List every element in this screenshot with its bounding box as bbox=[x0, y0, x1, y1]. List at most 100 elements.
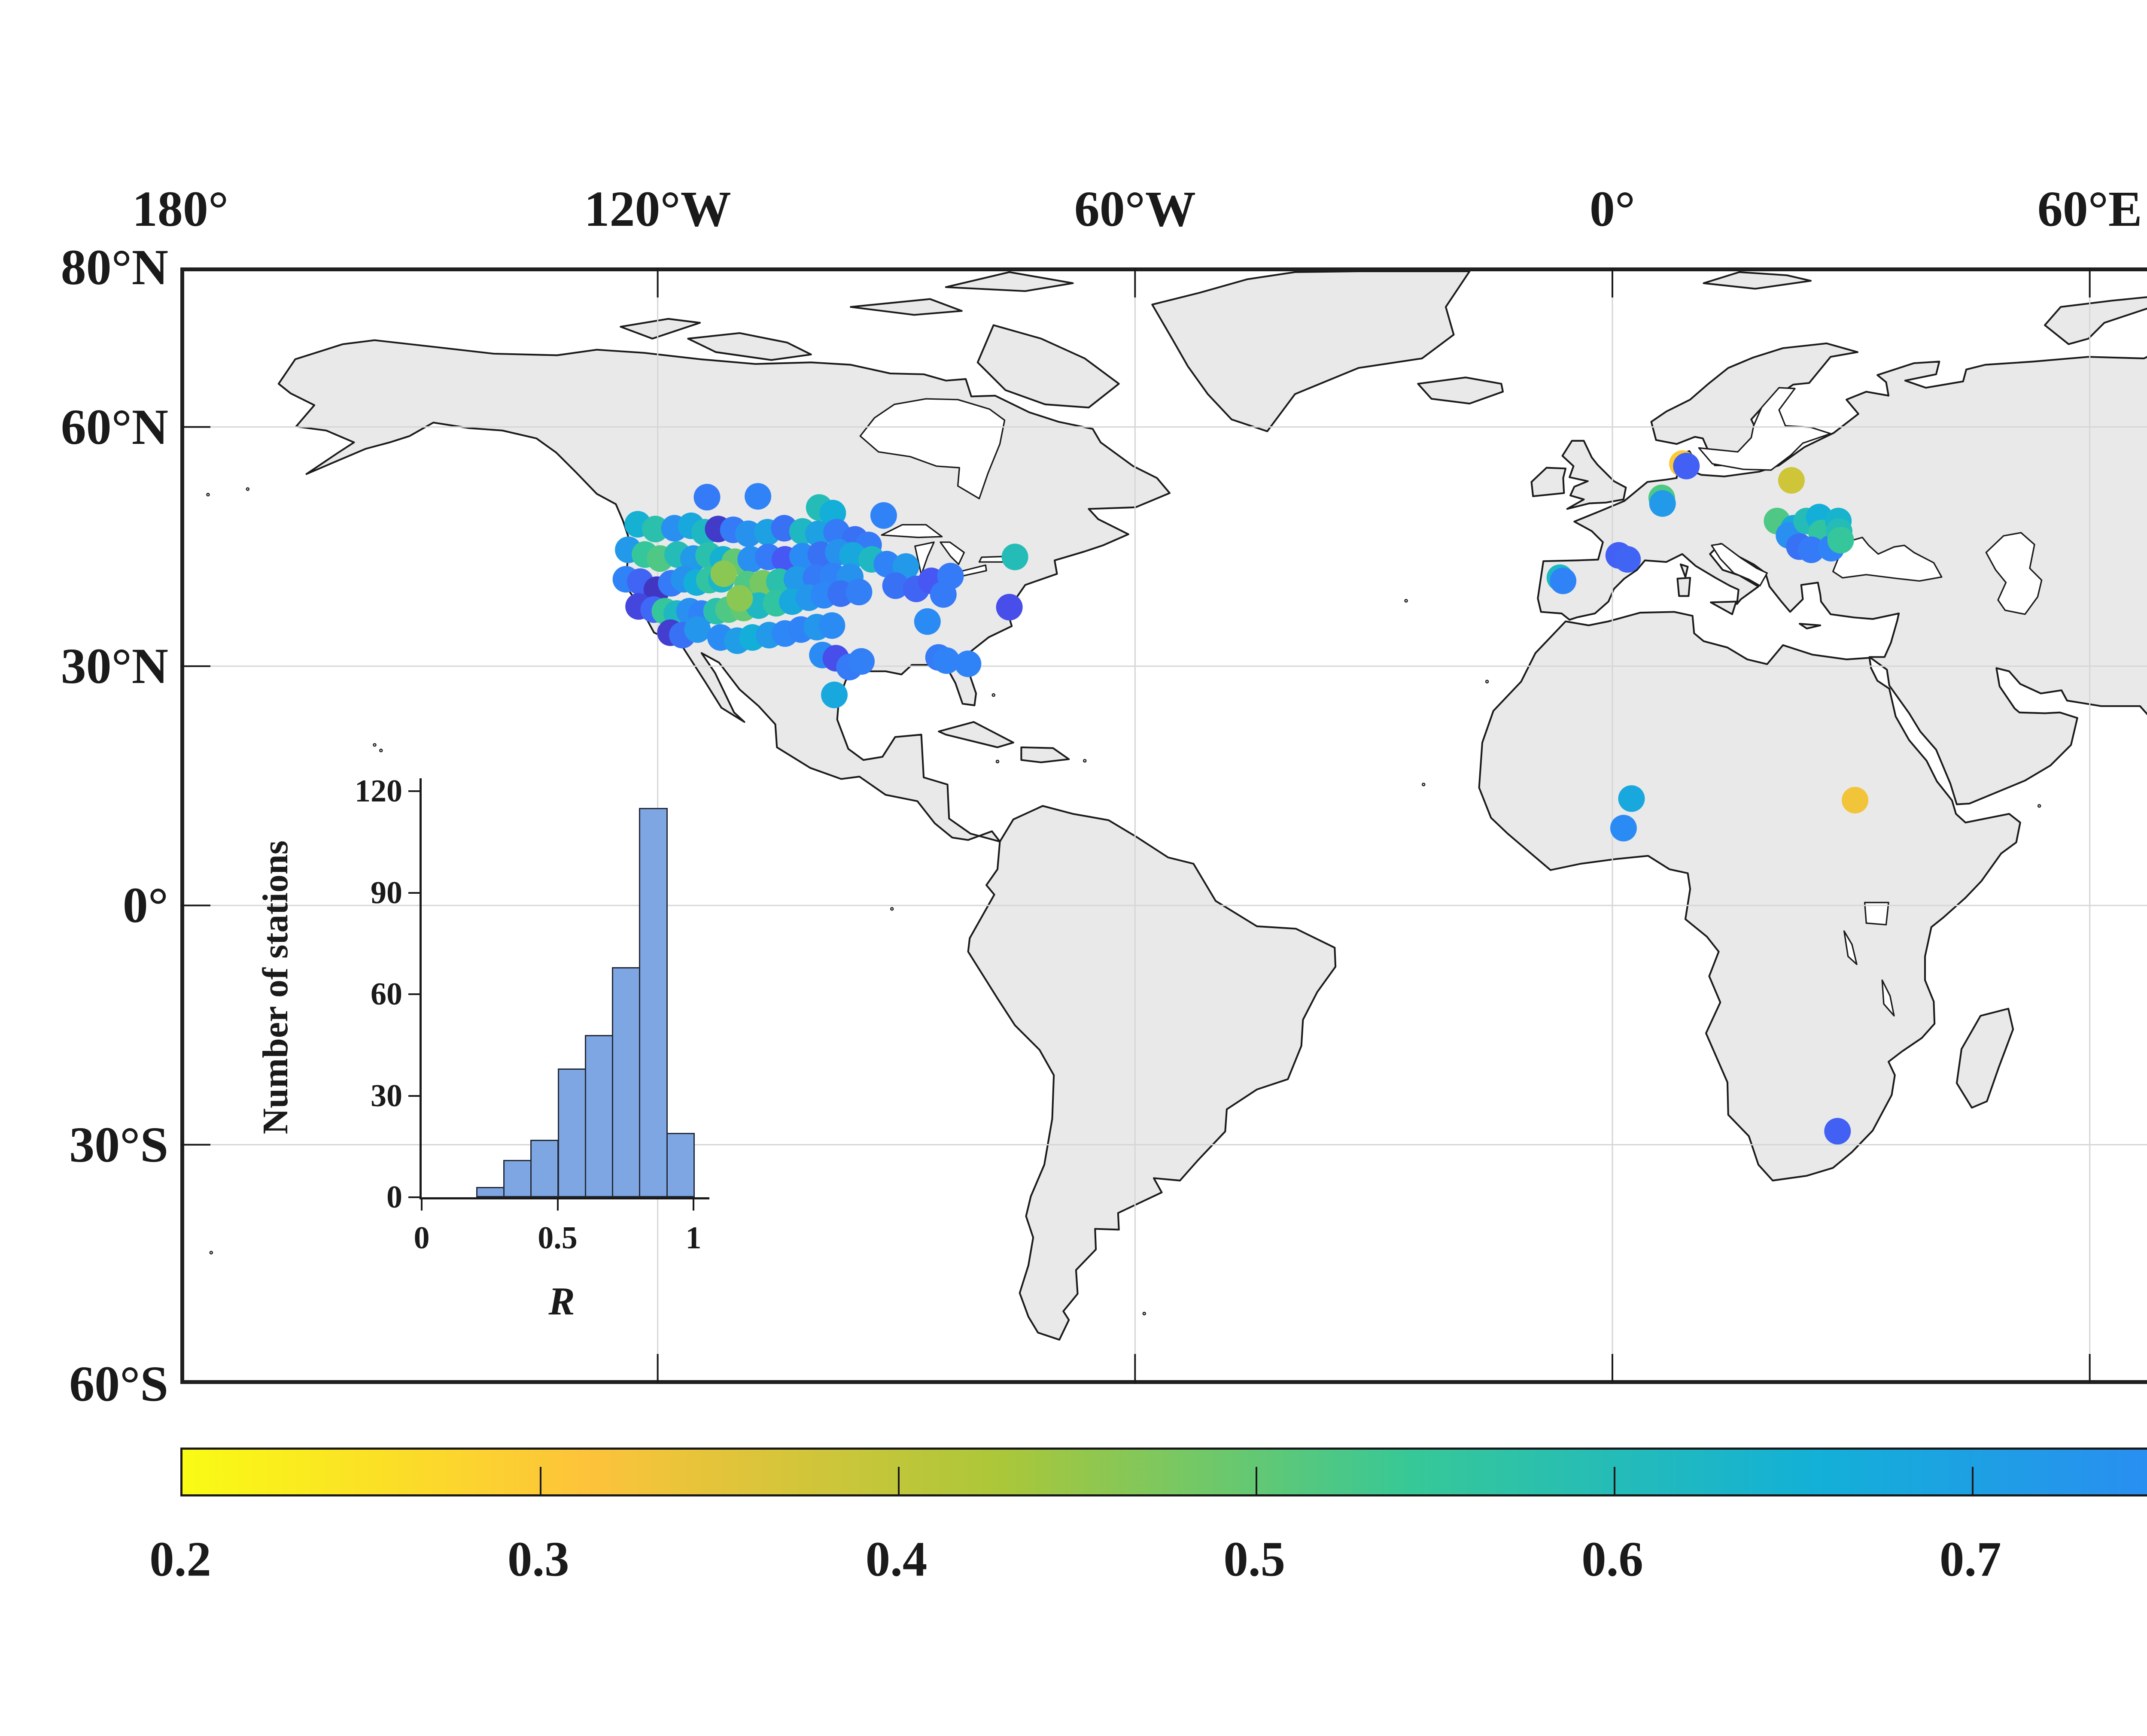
station-point bbox=[818, 612, 845, 639]
station-point bbox=[642, 516, 669, 543]
landmass bbox=[687, 332, 812, 361]
histogram-bar bbox=[639, 808, 668, 1197]
latitude-tick-label: 30°N bbox=[61, 637, 168, 694]
histogram-ylabel: Number of stations bbox=[255, 840, 295, 1135]
histogram-xlabel: R bbox=[548, 1279, 575, 1323]
small-island bbox=[2037, 804, 2041, 808]
station-point bbox=[930, 581, 957, 608]
small-island bbox=[1083, 759, 1087, 763]
landmass bbox=[1417, 376, 1504, 405]
horizontal-colorbar bbox=[180, 1448, 2147, 1496]
longitude-tick-label: 120°W bbox=[584, 181, 731, 237]
latitude-tick-label: 30°S bbox=[69, 1116, 168, 1173]
landmass bbox=[2044, 296, 2147, 345]
station-point bbox=[1827, 527, 1854, 554]
landmass bbox=[1561, 440, 1627, 510]
landmass bbox=[1679, 563, 1689, 578]
histogram-x-tick bbox=[557, 1199, 559, 1211]
histogram-y-tick-label: 120 bbox=[355, 774, 402, 809]
small-island bbox=[209, 1250, 213, 1255]
small-island bbox=[206, 493, 210, 497]
landmass bbox=[1955, 1008, 2014, 1109]
colorbar-tick-label: 0.2 bbox=[149, 1532, 211, 1587]
histogram-x-tick-label: 0.5 bbox=[538, 1220, 578, 1256]
small-island bbox=[373, 743, 377, 747]
water-body bbox=[1864, 901, 1889, 926]
station-point bbox=[693, 484, 721, 511]
station-point bbox=[845, 579, 873, 606]
station-point bbox=[726, 585, 753, 612]
longitude-tick-label: 0° bbox=[1589, 181, 1636, 237]
station-point bbox=[1673, 452, 1700, 480]
water-body bbox=[1985, 532, 2043, 615]
histogram-y-tick-label: 90 bbox=[371, 875, 402, 910]
colorbar-tick-label: 0.5 bbox=[1223, 1532, 1286, 1587]
station-point bbox=[821, 681, 848, 708]
water-body bbox=[1698, 387, 1831, 471]
water-body bbox=[1881, 979, 1895, 1017]
station-point bbox=[735, 520, 762, 547]
histogram-bar bbox=[584, 1035, 614, 1197]
histogram-y-tick-label: 0 bbox=[386, 1180, 402, 1215]
station-point bbox=[1778, 467, 1805, 494]
landmass bbox=[976, 324, 1120, 409]
histogram-x-axis bbox=[420, 1197, 709, 1199]
histogram-y-tick-label: 60 bbox=[371, 977, 402, 1012]
histogram-bar bbox=[530, 1139, 559, 1197]
landmass bbox=[620, 318, 701, 340]
water-body bbox=[859, 398, 1006, 500]
latitude-tick-label: 60°N bbox=[61, 398, 168, 455]
histogram-y-tick bbox=[408, 1196, 420, 1198]
longitude-tick-label: 60°E bbox=[2037, 181, 2142, 237]
colorbar-tick-mark bbox=[897, 1467, 900, 1494]
histogram-y-tick bbox=[408, 892, 420, 894]
station-point bbox=[1824, 1118, 1851, 1145]
landmass bbox=[1530, 467, 1567, 498]
small-island bbox=[1404, 599, 1408, 603]
colorbar-tick-mark bbox=[539, 1467, 541, 1494]
colorbar-tick-label: 0.7 bbox=[1939, 1532, 2001, 1587]
latitude-tick-label: 80°N bbox=[61, 239, 168, 295]
colorbar-tick-mark bbox=[1971, 1467, 1974, 1494]
station-point bbox=[1614, 546, 1641, 573]
histogram-x-tick bbox=[421, 1199, 423, 1211]
histogram-y-tick bbox=[408, 993, 420, 995]
small-island bbox=[1142, 1311, 1146, 1316]
small-island bbox=[1421, 783, 1426, 786]
histogram-y-axis bbox=[420, 778, 422, 1199]
station-point bbox=[1610, 815, 1637, 842]
water-body bbox=[914, 541, 935, 576]
station-point bbox=[848, 648, 875, 675]
small-island bbox=[379, 748, 383, 753]
histogram-x-tick-label: 1 bbox=[685, 1220, 702, 1256]
station-point bbox=[1842, 787, 1869, 813]
small-island bbox=[1485, 680, 1489, 683]
station-point bbox=[1649, 490, 1676, 517]
landmass bbox=[1020, 746, 1070, 763]
landmass bbox=[1478, 611, 2021, 1182]
station-point bbox=[882, 572, 909, 599]
landmass bbox=[850, 298, 963, 316]
station-point bbox=[933, 647, 960, 674]
histogram-bar bbox=[503, 1160, 532, 1197]
colorbar-tick-label: 0.6 bbox=[1581, 1532, 1643, 1587]
histogram-y-tick bbox=[408, 1095, 420, 1097]
station-point bbox=[710, 560, 737, 587]
station-point bbox=[996, 594, 1023, 621]
colorbar-tick-mark bbox=[1614, 1467, 1615, 1494]
landmass bbox=[938, 721, 1014, 748]
small-island bbox=[246, 487, 250, 491]
station-point bbox=[1001, 543, 1028, 571]
latitude-tick-label: 60°S bbox=[69, 1356, 168, 1412]
station-point bbox=[745, 483, 772, 510]
landmass bbox=[1710, 601, 1737, 615]
small-island bbox=[991, 693, 995, 697]
landmass bbox=[945, 271, 1074, 292]
landmass bbox=[1799, 622, 1822, 630]
histogram-bar bbox=[612, 967, 641, 1197]
station-point bbox=[1618, 785, 1645, 812]
colorbar-tick-label: 0.4 bbox=[865, 1532, 928, 1587]
station-point bbox=[1550, 568, 1577, 595]
